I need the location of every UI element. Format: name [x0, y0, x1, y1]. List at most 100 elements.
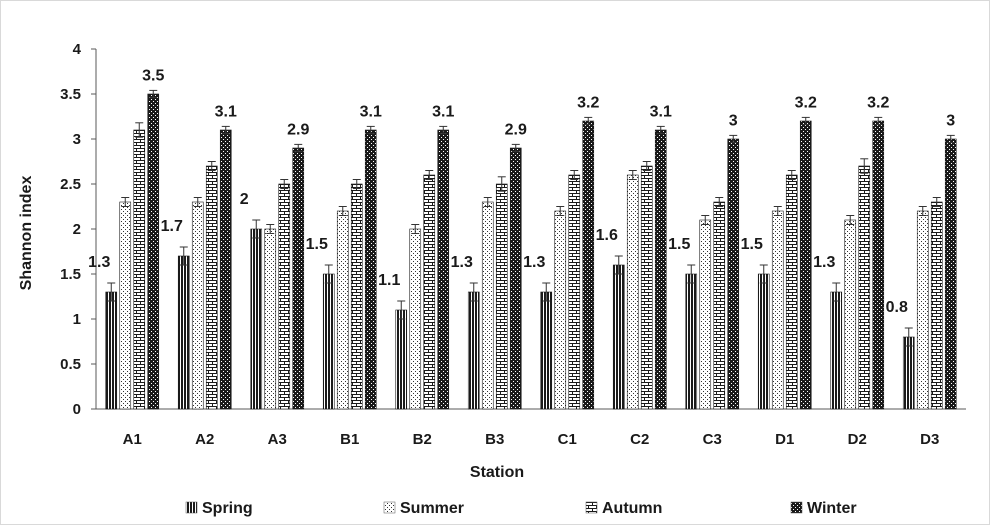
bar-spring-a2 [177, 255, 190, 410]
bar-winter-a1 [147, 93, 160, 410]
data-label-spring: 1.5 [306, 236, 328, 253]
bar-spring-d2 [830, 291, 843, 410]
bar-summer-d3 [916, 210, 929, 410]
bar-autumn-b3 [495, 183, 508, 410]
bar-autumn-d1 [785, 174, 798, 410]
bar-spring-c1 [540, 291, 553, 410]
bar-winter-a3 [292, 147, 305, 410]
y-tick-label: 2 [73, 221, 81, 238]
bar-winter-b2 [437, 129, 450, 410]
bar-summer-c2 [626, 174, 639, 410]
bar-summer-b2 [409, 228, 422, 410]
data-label-winter: 3.5 [142, 67, 164, 84]
bar-summer-b1 [336, 210, 349, 410]
x-axis-title: Station [470, 464, 524, 481]
bar-autumn-a3 [278, 183, 291, 410]
data-label-spring: 1.3 [523, 254, 545, 271]
x-tick-label: C3 [703, 431, 722, 448]
bar-spring-a3 [250, 228, 263, 410]
data-label-winter: 3.1 [650, 103, 672, 120]
bar-winter-b3 [509, 147, 522, 410]
bar-winter-d1 [799, 120, 812, 410]
data-label-winter: 3.2 [577, 94, 599, 111]
data-label-spring: 1.6 [596, 227, 618, 244]
y-tick-label: 0.5 [60, 356, 81, 373]
legend-item-summer: Summer [383, 500, 464, 517]
y-tick-label: 0 [73, 401, 81, 418]
data-label-spring: 1.3 [88, 254, 110, 271]
bar-winter-b1 [364, 129, 377, 410]
bar-summer-c1 [554, 210, 567, 410]
y-tick-label: 4 [73, 41, 82, 58]
legend-item-spring: Spring [185, 500, 253, 517]
data-label-spring: 0.8 [886, 299, 908, 316]
data-label-spring: 1.1 [378, 272, 400, 289]
x-tick-label: D3 [920, 431, 939, 448]
legend-label: Spring [202, 500, 253, 517]
bar-winter-d3 [944, 138, 957, 410]
bar-autumn-a2 [205, 165, 218, 410]
bar-autumn-b2 [423, 174, 436, 410]
bar-autumn-b1 [350, 183, 363, 410]
x-tick-label: D1 [775, 431, 794, 448]
bar-autumn-c3 [713, 201, 726, 410]
bar-autumn-c1 [568, 174, 581, 410]
x-tick-label: C2 [630, 431, 649, 448]
bar-spring-d3 [902, 336, 915, 410]
y-axis-title: Shannon index [18, 176, 35, 291]
data-label-spring: 1.5 [741, 236, 763, 253]
x-tick-label: A3 [268, 431, 287, 448]
bar-autumn-c2 [640, 165, 653, 410]
data-label-winter: 3.2 [867, 94, 889, 111]
data-label-winter: 3 [946, 112, 955, 129]
bar-summer-d1 [771, 210, 784, 410]
bar-spring-b3 [467, 291, 480, 410]
legend-swatch [383, 501, 396, 514]
bar-summer-a3 [264, 228, 277, 410]
data-label-winter: 3.1 [215, 103, 237, 120]
x-tick-label: D2 [848, 431, 867, 448]
bar-spring-b1 [322, 273, 335, 410]
legend-swatch [185, 501, 198, 514]
bar-spring-c2 [612, 264, 625, 410]
x-tick-label: B1 [340, 431, 359, 448]
bar-winter-d2 [872, 120, 885, 410]
bar-winter-a2 [219, 129, 232, 410]
data-label-spring: 2 [240, 191, 249, 208]
legend-swatch [790, 501, 803, 514]
x-tick-label: A2 [195, 431, 214, 448]
bar-autumn-a1 [133, 129, 146, 410]
data-label-winter: 2.9 [287, 121, 309, 138]
x-tick-label: A1 [123, 431, 142, 448]
data-label-winter: 3.2 [795, 94, 817, 111]
bar-spring-c3 [685, 273, 698, 410]
x-tick-label: B3 [485, 431, 504, 448]
data-label-spring: 1.3 [451, 254, 473, 271]
bar-autumn-d2 [858, 165, 871, 410]
y-tick-label: 2.5 [60, 176, 81, 193]
y-tick-label: 3 [73, 131, 81, 148]
bar-summer-a2 [191, 201, 204, 410]
bar-summer-d2 [844, 219, 857, 410]
legend-item-autumn: Autumn [585, 500, 662, 517]
legend-label: Winter [807, 500, 857, 517]
x-tick-label: B2 [413, 431, 432, 448]
bar-spring-d1 [757, 273, 770, 410]
legend-swatch [585, 501, 598, 514]
data-label-spring: 1.5 [668, 236, 690, 253]
bar-summer-b3 [481, 201, 494, 410]
bar-winter-c3 [727, 138, 740, 410]
data-label-spring: 1.3 [813, 254, 835, 271]
data-label-spring: 1.7 [161, 218, 183, 235]
bar-summer-a1 [119, 201, 132, 410]
bar-autumn-d3 [930, 201, 943, 410]
bar-spring-b2 [395, 309, 408, 410]
data-label-winter: 2.9 [505, 121, 527, 138]
legend-label: Summer [400, 500, 464, 517]
y-tick-label: 1 [73, 311, 81, 328]
bar-spring-a1 [105, 291, 118, 410]
bar-winter-c2 [654, 129, 667, 410]
data-label-winter: 3.1 [432, 103, 454, 120]
